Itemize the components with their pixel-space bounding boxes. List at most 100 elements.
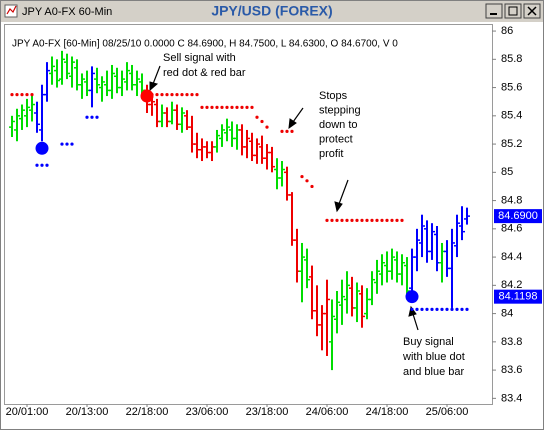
stop-dot (415, 307, 419, 311)
stop-dot (245, 105, 249, 109)
stop-dot (40, 163, 44, 167)
stop-dot (70, 142, 74, 146)
signal-dot (405, 290, 419, 304)
stop-dot (430, 307, 434, 311)
window-buttons (485, 3, 541, 19)
stop-dot (280, 129, 284, 133)
stop-dot (195, 93, 199, 97)
stop-dot (300, 174, 304, 179)
signal-dot (35, 141, 49, 155)
stop-dot (445, 307, 449, 311)
plot-area (4, 24, 493, 405)
stop-dot (85, 115, 89, 119)
y-tick-label: 85.8 (501, 53, 522, 65)
stop-dot (325, 218, 329, 222)
stop-dot (170, 93, 174, 97)
x-tick-label: 24/18:00 (366, 406, 409, 418)
stop-dot (455, 307, 459, 311)
y-tick-label: 85.4 (501, 110, 522, 122)
annotation: and blue bar (403, 366, 464, 378)
y-tick-label: 86 (501, 25, 513, 37)
stop-dot (330, 218, 334, 222)
arrow-head (334, 201, 343, 213)
stop-dot (165, 93, 169, 97)
stop-dot (30, 93, 34, 97)
price-box (494, 289, 542, 304)
signal-dot (140, 89, 154, 103)
stop-dot (180, 93, 184, 97)
stop-dot (385, 218, 389, 222)
stop-dot (450, 307, 454, 311)
arrow (412, 313, 419, 331)
stop-dot (250, 105, 254, 109)
stop-dot (440, 307, 444, 311)
stop-dot (260, 119, 264, 124)
x-tick-label: 25/06:00 (426, 406, 469, 418)
stop-dot (35, 163, 39, 167)
y-tick-label: 84.4 (501, 251, 522, 263)
stop-dot (435, 307, 439, 311)
stop-dot (340, 218, 344, 222)
annotation: Buy signal (403, 336, 454, 348)
stop-dot (90, 115, 94, 119)
price-box (494, 209, 542, 224)
y-tick-label: 83.6 (501, 364, 522, 376)
annotation: protect (319, 133, 353, 145)
stop-dot (190, 93, 194, 97)
stop-dot (370, 218, 374, 222)
stop-dot (380, 218, 384, 222)
minimize-button[interactable] (485, 3, 503, 19)
stop-dot (175, 93, 179, 97)
annotation: profit (319, 148, 343, 160)
maximize-button[interactable] (504, 3, 522, 19)
close-icon (527, 6, 537, 16)
x-tick-label: 23/06:00 (186, 406, 229, 418)
info-line: JPY A0-FX [60-Min] 08/25/10 0.0000 C 84.… (12, 39, 398, 50)
annotation: stepping (319, 104, 361, 116)
stop-dot (200, 105, 204, 109)
stop-dot (350, 218, 354, 222)
arrow-head (288, 118, 297, 130)
stop-dot (365, 218, 369, 222)
stop-dot (95, 115, 99, 119)
window-title: JPY A0-FX 60-Min (22, 6, 112, 18)
stop-dot (255, 115, 259, 119)
stop-dot (355, 218, 359, 222)
title-bar (1, 1, 543, 22)
price-label: 84.6900 (498, 210, 538, 222)
stop-dot (45, 163, 49, 167)
stop-dot (210, 105, 214, 109)
arrow (292, 107, 304, 123)
stop-dot (205, 105, 209, 109)
stop-dot (335, 218, 339, 222)
stop-dot (400, 218, 404, 222)
y-tick-label: 85 (501, 166, 513, 178)
stop-dot (240, 105, 244, 109)
stop-dot (220, 105, 224, 109)
x-tick-label: 22/18:00 (126, 406, 169, 418)
stop-dot (60, 142, 64, 146)
stop-dot (235, 105, 239, 109)
annotation: Sell signal with (163, 52, 236, 64)
stop-dot (225, 105, 229, 109)
y-tick-label: 85.2 (501, 138, 522, 150)
stop-dot (345, 218, 349, 222)
stop-dot (215, 105, 219, 109)
y-tick-label: 84.6 (501, 223, 522, 235)
stop-dot (265, 125, 269, 129)
arrow-head (149, 81, 159, 92)
stop-dot (390, 218, 394, 222)
stop-dot (65, 142, 69, 146)
arrow (338, 179, 349, 205)
annotation: down to (319, 119, 358, 131)
stop-dot (285, 129, 289, 133)
stop-dot (425, 307, 429, 311)
maximize-icon (508, 6, 518, 16)
arrow (152, 65, 161, 85)
y-tick-label: 83.4 (501, 392, 522, 404)
x-tick-label: 20/13:00 (66, 406, 109, 418)
x-tick-label: 20/01:00 (6, 406, 49, 418)
stop-dot (395, 218, 399, 222)
